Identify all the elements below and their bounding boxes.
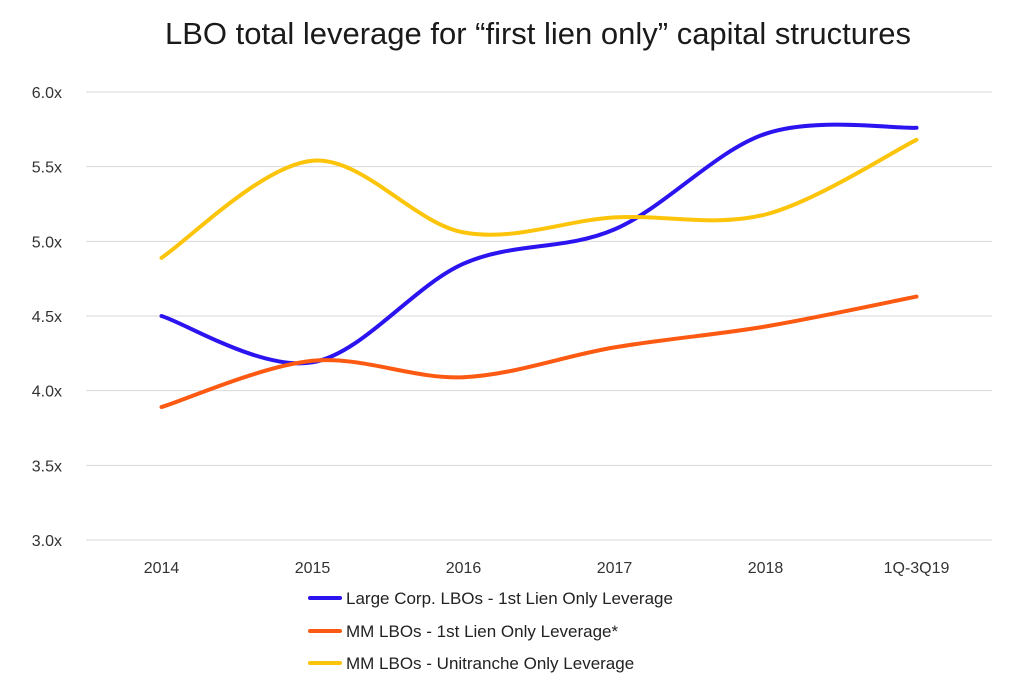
y-tick-label: 3.5x <box>32 458 62 475</box>
legend-label: MM LBOs - Unitranche Only Leverage <box>346 654 634 673</box>
series-lines <box>159 122 919 410</box>
x-tick-label: 1Q-3Q19 <box>884 560 950 577</box>
legend-label: MM LBOs - 1st Lien Only Leverage* <box>346 622 619 641</box>
y-tick-label: 4.0x <box>32 384 62 401</box>
y-tick-label: 3.0x <box>32 533 62 550</box>
legend: Large Corp. LBOs - 1st Lien Only Leverag… <box>308 589 673 673</box>
series-line-2 <box>159 294 919 410</box>
series-line-1 <box>159 122 919 366</box>
x-tick-label: 2014 <box>144 560 180 577</box>
gridlines <box>86 91 992 541</box>
y-tick-label: 4.5x <box>32 309 62 326</box>
x-tick-label: 2017 <box>597 560 633 577</box>
chart-title: LBO total leverage for “first lien only”… <box>165 16 911 51</box>
y-axis-ticks: 3.0x 3.5x 4.0x 4.5x 5.0x 5.5x 6.0x <box>32 85 62 550</box>
y-tick-label: 6.0x <box>32 85 62 102</box>
y-tick-label: 5.5x <box>32 160 62 177</box>
series-line-3 <box>159 137 919 260</box>
x-tick-label: 2016 <box>446 560 482 577</box>
x-tick-label: 2018 <box>748 560 784 577</box>
legend-label: Large Corp. LBOs - 1st Lien Only Leverag… <box>346 589 673 608</box>
x-tick-label: 2015 <box>295 560 331 577</box>
x-axis-ticks: 2014 2015 2016 2017 2018 1Q-3Q19 <box>144 560 950 577</box>
y-tick-label: 5.0x <box>32 234 62 251</box>
